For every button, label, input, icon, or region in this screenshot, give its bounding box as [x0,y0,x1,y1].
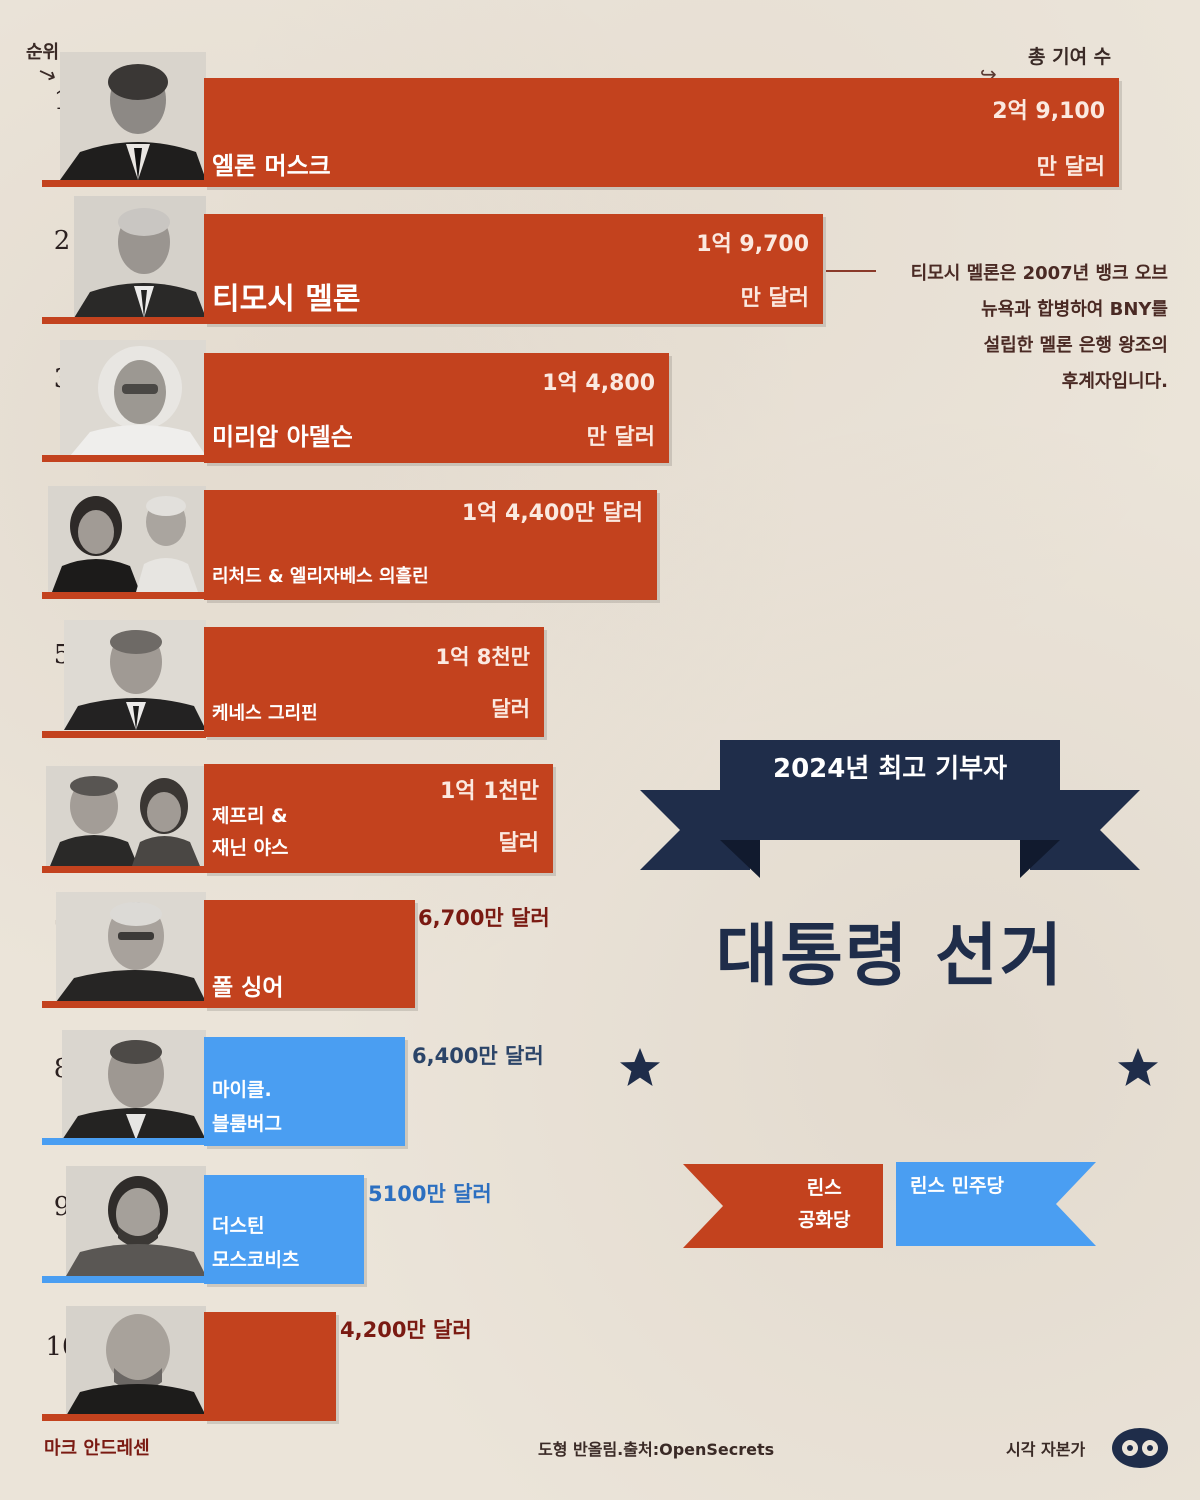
portrait-photo [74,196,206,318]
note-connector [826,270,876,272]
bar: 엘론 머스크 2억 9,100 만 달러 [204,78,1119,187]
donor-name: 리처드 & 엘리자베스 의흘린 [212,566,429,587]
row-baseline [42,317,206,324]
row-baseline [42,1276,206,1283]
row-baseline [42,1138,206,1145]
portrait-photo [62,1030,206,1140]
row-baseline [42,866,206,873]
legend-democrat-swatch [896,1162,1096,1246]
bar: 더스틴 모스코비츠 [204,1175,364,1284]
donor-name: 폴 싱어 [212,975,284,1001]
donor-name: 마크 안드레센 [44,1438,150,1459]
row-baseline [42,180,206,187]
legend-republican-label: 린스 공화당 [798,1177,851,1231]
total-header: 총 기여 수 [1028,46,1112,68]
donor-value: 1억 8천만 달러 [435,645,531,721]
bar: 마이클. 블룸버그 [204,1037,405,1146]
row-baseline [42,1001,206,1008]
donor-name: 제프리 & 재닌 야스 [212,805,289,859]
donor-name: 더스틴 모스코비츠 [212,1215,300,1271]
donor-value: 1억 4,800 만 달러 [542,371,655,450]
donor-value: 1억 1천만 달러 [440,779,539,856]
legend-democrat-label: 린스 민주당 [910,1175,1005,1197]
bar: 폴 싱어 [204,900,415,1008]
row-baseline [42,1414,206,1421]
bar: 티모시 멜론 1억 9,700 만 달러 [204,214,823,324]
brand-name: 시각 자본가 [1006,1440,1086,1459]
donor-value: 6,700만 달러 [418,906,550,930]
ribbon-banner [640,740,1140,878]
portrait-photo [66,1166,206,1276]
portrait-photo [66,1306,206,1416]
donor-value: 4,200만 달러 [340,1318,472,1342]
portrait-photo [60,52,206,180]
rank-arrow-icon: ↘ [34,59,61,90]
legend-republican-swatch [683,1164,883,1248]
donor-name: 미리암 아델슨 [212,423,353,451]
donor-value: 1억 4,400만 달러 [461,501,643,526]
donor-name: 엘론 머스크 [212,152,331,180]
rank-header: 순위 [26,42,60,63]
donor-name: 티모시 멜론 [212,282,361,317]
main-title: 대통령 선거 [715,917,1065,996]
bar: 제프리 & 재닌 야스 1억 1천만 달러 [204,764,553,873]
donor-name: 마이클. 블룸버그 [212,1079,282,1135]
donor-name: 케네스 그리핀 [212,703,318,724]
row-baseline [42,592,206,599]
donor-value: 2억 9,100 만 달러 [992,99,1105,180]
source-note: 도형 반올림.출처:OpenSecrets [538,1440,775,1459]
donor-value: 6,400만 달러 [412,1044,544,1068]
donor-value: 5100만 달러 [368,1182,492,1206]
banner-label: 2024년 최고 기부자 [773,754,1007,784]
row-baseline [42,731,206,738]
portrait-photo [64,620,206,730]
bar: 케네스 그리핀 1억 8천만 달러 [204,627,544,737]
row-baseline [42,455,206,462]
star-icon [620,1048,660,1086]
rank-number: 2 [53,226,71,256]
bar [204,1312,336,1421]
bar: 리처드 & 엘리자베스 의흘린 1억 4,400만 달러 [204,490,657,600]
donor-value: 1억 9,700 만 달러 [696,232,809,311]
annotation-note: 티모시 멜론은 2007년 뱅크 오브 뉴욕과 합병하여 BNY를 설립한 멜론… [910,263,1168,392]
bar: 미리암 아델슨 1억 4,800 만 달러 [204,353,669,463]
portrait-photo-pair [48,486,206,592]
portrait-photo [60,340,206,456]
star-icon [1118,1048,1158,1086]
brand-logo-icon [1112,1428,1168,1468]
portrait-photo [56,892,206,1002]
portrait-photo-pair [46,766,206,866]
